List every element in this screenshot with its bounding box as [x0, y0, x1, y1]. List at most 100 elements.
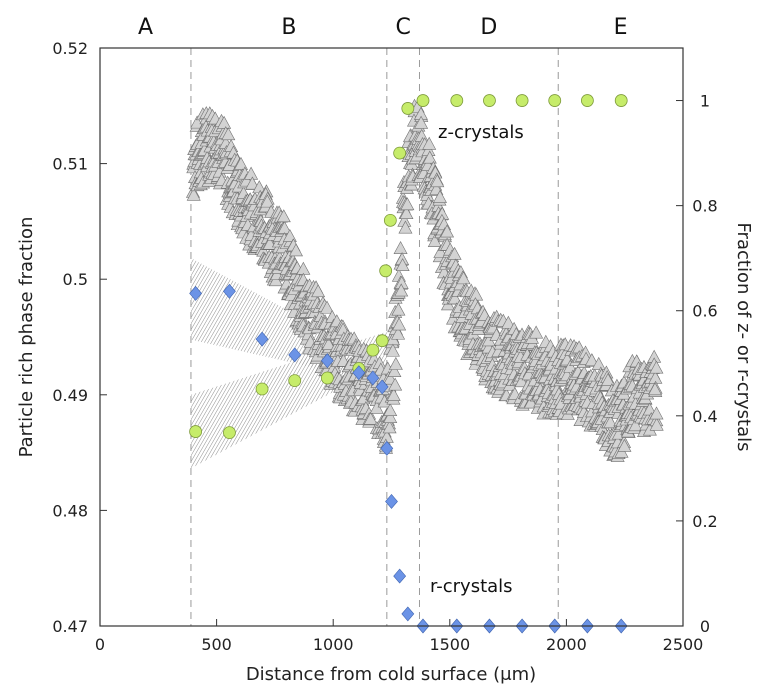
right-y-axis-label: Fraction of z- or r-crystals: [733, 223, 754, 452]
z-crystals-annotation: z-crystals: [438, 122, 524, 143]
z-crystal-point-11: [401, 102, 415, 115]
region-label-d: D: [480, 15, 497, 40]
right-y-axis-ticks: 0 0.2 0.4 0.6 0.8 1: [676, 92, 718, 636]
triangle-point-706: [432, 189, 447, 203]
right-y-tick-label-1: 0.2: [692, 512, 717, 531]
x-tick-label-1: 500: [201, 635, 232, 654]
r-crystal-point-10: [393, 568, 407, 584]
triangle-point-727: [440, 224, 455, 238]
r-crystal-point-1: [223, 283, 236, 299]
left-y-tick-label-2: 0.49: [52, 386, 88, 405]
z-crystal-point-9: [383, 213, 397, 227]
z-crystal-point-18: [614, 94, 628, 107]
z-crystal-point-12: [416, 94, 430, 107]
triangle-point-1162: [591, 356, 606, 370]
z-crystal-point-3: [288, 374, 302, 388]
triangle-point-1192: [603, 415, 618, 429]
z-crystal-point-6: [366, 343, 380, 357]
triangle-point-566: [383, 410, 398, 423]
region-label-e: E: [614, 15, 628, 40]
z-crystal-point-14: [483, 94, 496, 107]
triangle-point-527: [369, 400, 384, 414]
z-crystal-point-0: [189, 425, 203, 438]
x-axis-ticks: 0 500 1000 1500 2000 2500: [95, 619, 703, 654]
triangle-point-563: [382, 420, 397, 434]
triangle-point-578: [387, 364, 402, 378]
r-crystal-point-6: [366, 370, 380, 386]
right-y-tick-label-4: 0.8: [692, 197, 717, 216]
region-label-b: B: [281, 15, 296, 40]
triangle-point-1324: [649, 360, 664, 374]
triangle-point-279: [282, 228, 297, 242]
left-y-tick-label-0: 0.47: [52, 617, 88, 636]
triangle-point-580: [388, 356, 403, 370]
triangle-point-170: [245, 176, 260, 190]
triangle-point-711: [433, 244, 448, 258]
z-crystals-series: [189, 94, 628, 440]
triangle-point-1079: [563, 359, 578, 373]
left-y-axis-label: Particle rich phase fraction: [16, 217, 37, 458]
region-labels: A B C D E: [138, 15, 628, 40]
triangle-point-567: [383, 403, 398, 417]
particle-fraction-series: [185, 98, 664, 462]
triangle-point-510: [363, 411, 378, 425]
triangle-point-1264: [628, 418, 643, 432]
triangle-point-966: [523, 395, 538, 409]
triangle-point-13: [190, 115, 205, 129]
triangle-point-1323: [648, 382, 663, 396]
triangle-point-1326: [649, 417, 664, 431]
triangle-point-138: [233, 156, 248, 170]
triangle-point-693: [427, 234, 442, 247]
triangle-point-655: [414, 115, 429, 129]
triangle-point-983: [529, 325, 544, 339]
x-tick-label-3: 1500: [429, 635, 470, 654]
z-crystal-point-4: [320, 371, 334, 385]
triangle-point-1327: [649, 406, 664, 420]
triangle-point-679: [422, 150, 437, 164]
triangle-point-3: [186, 187, 201, 201]
triangle-point-591: [391, 302, 406, 316]
triangle-point-292: [288, 243, 303, 257]
r-crystal-point-7: [375, 379, 389, 395]
triangle-point-592: [393, 241, 408, 254]
z-crystal-point-2: [255, 382, 269, 396]
triangle-point-699: [430, 174, 445, 188]
x-tick-label-0: 0: [95, 635, 105, 654]
left-y-tick-label-3: 0.5: [63, 270, 88, 289]
z-crystal-point-8: [379, 264, 393, 278]
right-y-tick-label-0: 0: [700, 617, 710, 636]
r-crystal-point-4: [320, 353, 334, 369]
x-tick-label-2: 1000: [313, 635, 354, 654]
triangle-point-940: [514, 374, 529, 388]
triangle-point-589: [392, 317, 407, 331]
z-crystal-point-1: [223, 426, 236, 440]
triangle-point-1186: [600, 372, 615, 386]
r-crystal-point-8: [380, 440, 394, 456]
region-label-c: C: [395, 15, 410, 40]
triangle-point-750: [447, 246, 462, 260]
r-crystal-point-11: [401, 606, 415, 622]
triangle-point-385: [320, 300, 335, 314]
right-y-tick-label-5: 1: [700, 92, 710, 111]
triangle-point-263: [276, 209, 291, 223]
triangle-point-774: [456, 271, 471, 285]
triangle-point-102: [221, 127, 236, 141]
triangle-point-575: [385, 343, 400, 357]
z-crystal-point-16: [548, 94, 562, 107]
plot-frame: [99, 47, 684, 627]
triangle-point-214: [260, 194, 275, 208]
r-crystal-point-5: [352, 365, 366, 381]
x-tick-label-5: 2500: [663, 635, 704, 654]
triangle-point-608: [398, 220, 413, 234]
triangle-point-678: [422, 136, 437, 150]
triangle-point-751: [447, 291, 462, 305]
left-y-tick-label-4: 0.51: [52, 155, 88, 174]
triangle-point-611: [399, 206, 414, 219]
left-y-tick-label-1: 0.48: [52, 501, 88, 520]
triangle-point-574: [386, 387, 401, 401]
r-crystals-annotation: r-crystals: [430, 576, 513, 597]
z-crystal-point-13: [450, 94, 464, 107]
left-y-axis-ticks: 0.47 0.48 0.49 0.5 0.51 0.52: [52, 39, 107, 636]
r-crystal-point-2: [255, 331, 269, 347]
